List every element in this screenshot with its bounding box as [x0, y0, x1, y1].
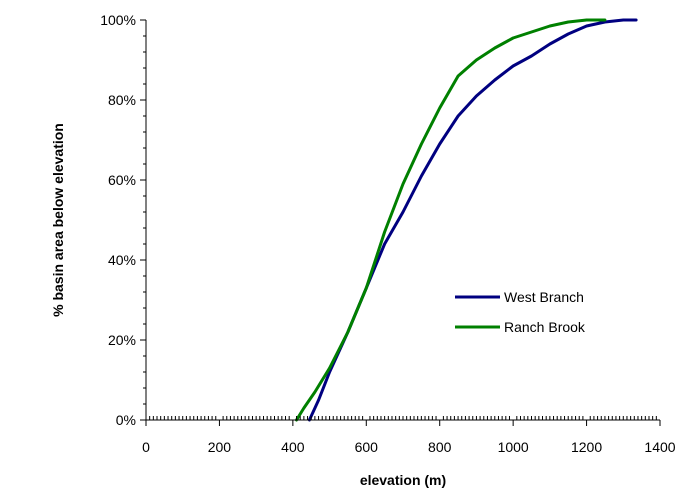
- y-tick-label: 100%: [100, 12, 136, 28]
- y-tick-label: 60%: [108, 172, 136, 188]
- x-ticks: 0 200 400 600 800 1000 1200 1400: [142, 420, 675, 455]
- x-tick-label: 0: [142, 439, 150, 455]
- x-minor-ticks: [149, 416, 657, 420]
- y-tick-label: 80%: [108, 92, 136, 108]
- x-tick-label: 1000: [498, 439, 529, 455]
- legend: West Branch Ranch Brook: [455, 289, 586, 335]
- series-line-1: [295, 18, 607, 422]
- y-tick-label: 40%: [108, 252, 136, 268]
- series-layer: [295, 18, 638, 422]
- series-line-0: [307, 18, 638, 422]
- y-axis-title: % basin area below elevation: [50, 123, 66, 317]
- y-tick-label: 20%: [108, 332, 136, 348]
- x-tick-label: 600: [355, 439, 379, 455]
- x-axis-title: elevation (m): [360, 472, 446, 488]
- x-tick-label: 800: [428, 439, 452, 455]
- x-tick-label: 200: [208, 439, 232, 455]
- y-ticks: 0% 20% 40% 60% 80% 100%: [100, 12, 146, 428]
- axes-layer: [145, 20, 660, 421]
- x-tick-label: 1200: [571, 439, 602, 455]
- y-tick-label: 0%: [116, 412, 136, 428]
- legend-label: West Branch: [504, 289, 584, 305]
- x-tick-label: 1400: [644, 439, 675, 455]
- legend-label: Ranch Brook: [504, 319, 586, 335]
- x-tick-label: 400: [281, 439, 305, 455]
